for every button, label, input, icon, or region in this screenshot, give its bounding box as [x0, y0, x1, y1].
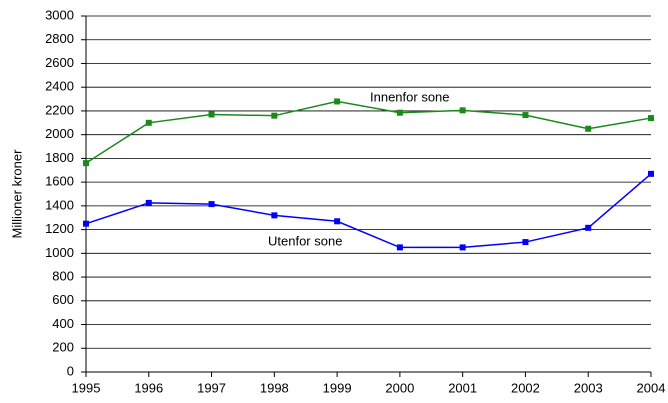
data-point — [585, 224, 592, 231]
x-tick-label: 2001 — [448, 380, 477, 395]
x-tick-label: 1999 — [323, 380, 352, 395]
data-point — [459, 244, 466, 251]
data-point — [208, 111, 215, 118]
series-line — [85, 173, 652, 249]
y-tick-label: 1800 — [45, 150, 74, 165]
data-point — [585, 125, 592, 132]
data-point — [271, 112, 278, 119]
x-tick-label: 2003 — [574, 380, 603, 395]
y-tick-label: 600 — [52, 292, 74, 307]
series-label: Utenfor sone — [268, 233, 342, 248]
data-point — [522, 112, 529, 119]
data-point — [396, 244, 403, 251]
data-point — [334, 218, 341, 225]
data-point — [334, 98, 341, 105]
x-tick-label: 1997 — [197, 380, 226, 395]
y-tick-label: 2800 — [45, 31, 74, 46]
data-point — [648, 115, 654, 122]
data-point — [83, 220, 89, 227]
data-point — [522, 239, 529, 246]
y-tick-label: 0 — [67, 363, 74, 378]
y-tick-label: 2200 — [45, 102, 74, 117]
x-tick-label: 2002 — [511, 380, 540, 395]
y-tick-label: 1400 — [45, 197, 74, 212]
y-tick-label: 3000 — [45, 7, 74, 22]
data-point — [396, 109, 403, 116]
y-tick-label: 1600 — [45, 174, 74, 189]
data-point — [208, 201, 215, 208]
x-tick-label: 1998 — [260, 380, 289, 395]
series-label: Innenfor sone — [370, 89, 450, 104]
series-line — [85, 100, 652, 164]
data-point — [648, 170, 654, 177]
y-tick-label: 1200 — [45, 221, 74, 236]
y-tick-label: 200 — [52, 340, 74, 355]
y-tick-label: 2000 — [45, 126, 74, 141]
x-tick-label: 1995 — [72, 380, 101, 395]
x-tick-label: 2000 — [385, 380, 414, 395]
y-tick-label: 400 — [52, 316, 74, 331]
data-point — [83, 160, 89, 167]
x-tick-label: 2004 — [637, 380, 666, 395]
data-point — [459, 107, 466, 114]
data-point — [145, 199, 152, 206]
data-point — [271, 212, 278, 219]
x-tick-label: 1996 — [134, 380, 163, 395]
data-point — [145, 119, 152, 126]
y-axis-label: Millioner kroner — [9, 149, 24, 239]
y-tick-label: 2600 — [45, 55, 74, 70]
y-tick-label: 1000 — [45, 245, 74, 260]
y-tick-label: 2400 — [45, 79, 74, 94]
y-tick-label: 800 — [52, 269, 74, 284]
